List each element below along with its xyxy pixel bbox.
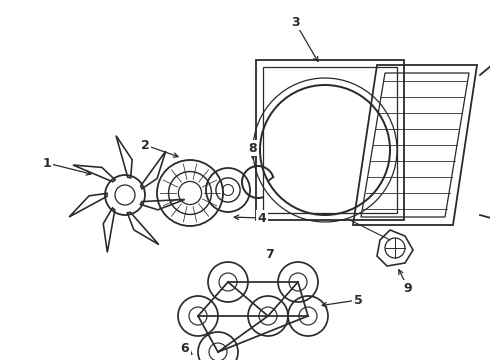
Text: 5: 5 — [354, 293, 363, 306]
Bar — [263, 67, 397, 213]
Text: 7: 7 — [266, 248, 274, 261]
Text: 8: 8 — [249, 141, 257, 154]
Text: 6: 6 — [181, 342, 189, 355]
Bar — [256, 60, 404, 220]
Text: 4: 4 — [258, 212, 267, 225]
Text: 3: 3 — [291, 15, 299, 28]
Text: 9: 9 — [404, 282, 412, 294]
Text: 2: 2 — [141, 139, 149, 152]
Text: 1: 1 — [43, 157, 51, 170]
